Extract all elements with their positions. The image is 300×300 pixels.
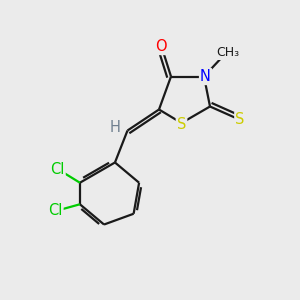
Text: S: S: [177, 117, 186, 132]
Text: S: S: [235, 112, 245, 128]
Text: Cl: Cl: [50, 162, 64, 177]
Text: O: O: [155, 39, 166, 54]
Text: H: H: [110, 120, 120, 135]
Text: N: N: [200, 69, 211, 84]
Text: CH₃: CH₃: [216, 46, 240, 59]
Text: Cl: Cl: [48, 203, 62, 218]
